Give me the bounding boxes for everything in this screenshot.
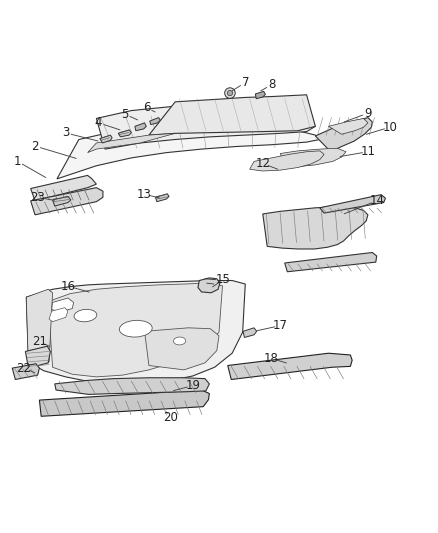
Text: 21: 21 [32, 335, 47, 349]
Text: 14: 14 [369, 195, 384, 207]
Text: 8: 8 [268, 78, 275, 91]
Polygon shape [149, 95, 315, 135]
Ellipse shape [173, 337, 186, 345]
Text: 20: 20 [163, 411, 178, 424]
Polygon shape [31, 188, 103, 215]
Text: 5: 5 [121, 108, 128, 120]
Polygon shape [26, 289, 53, 367]
Text: 15: 15 [216, 273, 231, 286]
Text: 3: 3 [62, 126, 69, 140]
Text: 17: 17 [273, 319, 288, 332]
Text: 16: 16 [60, 280, 75, 293]
Polygon shape [48, 283, 223, 377]
Polygon shape [243, 328, 257, 337]
Polygon shape [228, 353, 352, 379]
Polygon shape [96, 106, 315, 149]
Polygon shape [12, 364, 39, 379]
Polygon shape [55, 378, 209, 394]
Text: 10: 10 [382, 120, 397, 134]
Text: 13: 13 [137, 188, 152, 201]
Polygon shape [39, 390, 209, 416]
Polygon shape [26, 280, 245, 384]
Circle shape [225, 88, 235, 98]
Text: 19: 19 [185, 379, 200, 392]
Polygon shape [135, 123, 146, 131]
Polygon shape [315, 118, 372, 152]
Text: 12: 12 [255, 157, 270, 170]
Polygon shape [255, 91, 265, 99]
Polygon shape [320, 195, 385, 213]
Ellipse shape [74, 309, 97, 322]
Polygon shape [100, 135, 112, 143]
Text: 11: 11 [360, 146, 375, 158]
Polygon shape [280, 148, 346, 167]
Ellipse shape [120, 320, 152, 337]
Polygon shape [53, 197, 71, 206]
Polygon shape [328, 118, 368, 134]
Text: 4: 4 [95, 116, 102, 130]
Polygon shape [250, 151, 324, 171]
Polygon shape [198, 278, 220, 293]
Polygon shape [25, 346, 50, 368]
Polygon shape [155, 194, 169, 201]
Text: 22: 22 [17, 361, 32, 375]
Polygon shape [263, 207, 368, 249]
Text: 2: 2 [31, 140, 39, 152]
Circle shape [227, 91, 233, 96]
Polygon shape [88, 133, 175, 152]
Polygon shape [52, 298, 74, 312]
Text: 23: 23 [30, 191, 45, 204]
Polygon shape [118, 130, 131, 137]
Polygon shape [150, 118, 160, 125]
Polygon shape [285, 253, 377, 272]
Text: 9: 9 [364, 107, 372, 120]
Text: 7: 7 [241, 76, 249, 89]
Polygon shape [57, 125, 320, 179]
Polygon shape [31, 175, 96, 201]
Text: 6: 6 [143, 101, 151, 115]
Polygon shape [145, 328, 219, 370]
Polygon shape [49, 308, 68, 322]
Text: 1: 1 [14, 155, 21, 168]
Text: 18: 18 [264, 352, 279, 365]
